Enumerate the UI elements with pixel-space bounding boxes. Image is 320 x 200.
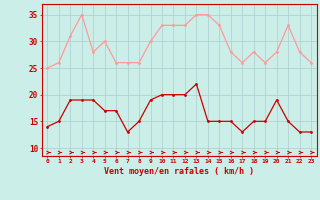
X-axis label: Vent moyen/en rafales ( km/h ): Vent moyen/en rafales ( km/h ): [104, 167, 254, 176]
